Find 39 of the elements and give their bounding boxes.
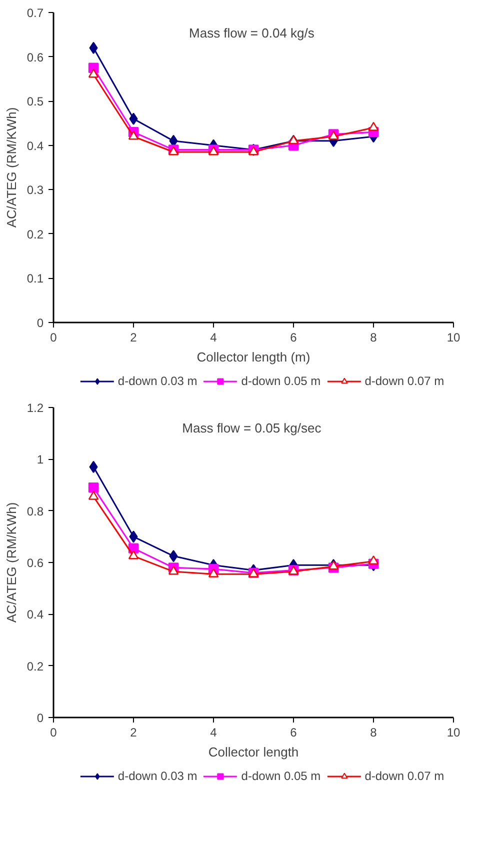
x-tick-label: 8 (370, 726, 378, 740)
y-tick-label: 0.1 (26, 272, 44, 286)
y-tick-label: 0 (36, 711, 44, 725)
x-tick-label: 0 (50, 726, 58, 740)
x-tick-label: 4 (210, 330, 218, 344)
x-tick-label: 8 (370, 330, 378, 344)
x-axis-title: Collector length (208, 744, 299, 760)
legend-label: d-down 0.07 m (364, 769, 444, 783)
y-axis-title: AC/ATEG (RM/KWh) (4, 502, 19, 623)
x-tick-label: 2 (130, 330, 138, 344)
annotation: Mass flow = 0.04 kg/s (189, 26, 315, 40)
y-tick-label: 1.2 (26, 401, 44, 415)
legend-label: d-down 0.03 m (118, 769, 198, 783)
x-tick-label: 0 (50, 330, 58, 344)
x-tick-label: 2 (130, 726, 138, 740)
legend-label: d-down 0.05 m (241, 374, 321, 388)
legend-label: d-down 0.07 m (364, 374, 444, 388)
y-tick-label: 0.2 (26, 227, 44, 242)
y-tick-label: 0.2 (26, 659, 44, 674)
annotation: Mass flow = 0.05 kg/sec (182, 420, 322, 436)
y-axis-title: AC/ATEG (RM/KWh) (4, 107, 19, 228)
y-tick-label: 0.6 (26, 50, 44, 64)
legend-label: d-down 0.05 m (241, 769, 321, 783)
y-tick-label: 0.4 (26, 138, 44, 153)
y-tick-label: 0.5 (26, 94, 44, 109)
x-axis-title: Collector length (m) (196, 350, 310, 364)
y-tick-label: 0.8 (26, 504, 44, 518)
x-tick-label: 10 (446, 726, 460, 740)
legend-label: d-down 0.03 m (118, 374, 198, 388)
y-tick-label: 0.6 (26, 556, 44, 570)
y-tick-label: 0 (36, 316, 44, 330)
y-tick-label: 0.3 (26, 183, 44, 198)
x-tick-label: 4 (210, 726, 218, 740)
x-tick-label: 10 (446, 330, 460, 344)
x-tick-label: 6 (290, 330, 298, 344)
y-tick-label: 1 (36, 452, 44, 467)
y-tick-label: 0.4 (26, 608, 44, 622)
x-tick-label: 6 (290, 726, 298, 740)
y-tick-label: 0.7 (26, 6, 44, 20)
